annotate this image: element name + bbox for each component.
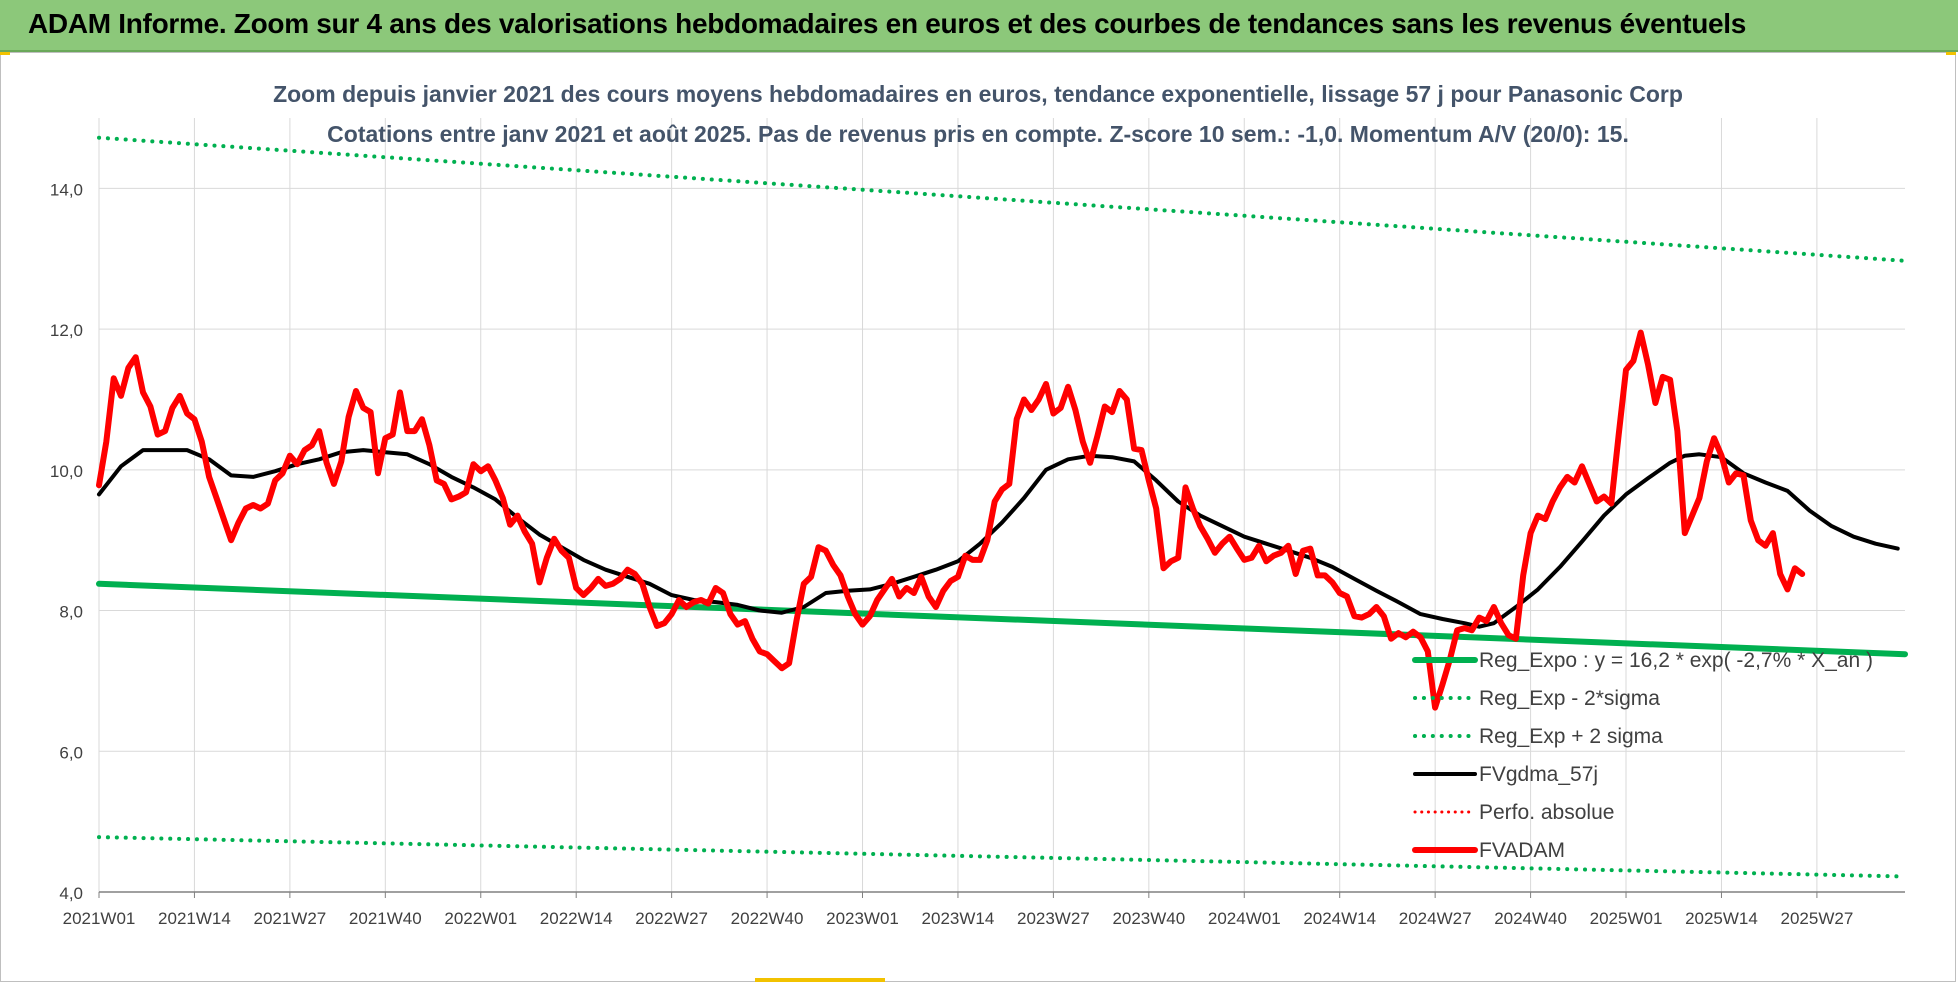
title-layer: Zoom depuis janvier 2021 des cours moyen… xyxy=(273,81,1683,147)
y-tick-label: 8,0 xyxy=(59,603,83,622)
legend-label: FVADAM xyxy=(1479,839,1565,862)
x-tick-label: 2025W27 xyxy=(1781,909,1854,928)
chart-subtitle: Cotations entre janv 2021 et août 2025. … xyxy=(327,121,1629,147)
series-line-reg-exp-2-sigma xyxy=(97,135,1907,263)
x-tick-label: 2025W14 xyxy=(1685,909,1758,928)
x-tick-label: 2023W27 xyxy=(1017,909,1090,928)
series-line-fvadam xyxy=(96,329,1806,711)
x-tick-label: 2022W01 xyxy=(444,909,517,928)
axis-layer: 4,0 6,0 8,0 10,0 12,0 14,0 2021W01 2021W14 2021W… xyxy=(50,180,1905,928)
frame-bottom-marker xyxy=(755,978,885,982)
frame-corner-right xyxy=(1946,52,1956,55)
frame-corner-left xyxy=(0,52,10,55)
x-tick-label: 2024W14 xyxy=(1303,909,1376,928)
x-tick-label: 2023W14 xyxy=(922,909,995,928)
y-tick-label: 10,0 xyxy=(50,462,83,481)
y-tick-label: 12,0 xyxy=(50,321,83,340)
x-tick-label: 2024W40 xyxy=(1494,909,1567,928)
series-line-reg-exp-2-sigma xyxy=(97,835,1907,879)
x-tick-label: 2022W14 xyxy=(540,909,613,928)
chart-title: Zoom depuis janvier 2021 des cours moyen… xyxy=(273,81,1683,107)
x-tick-label: 2024W01 xyxy=(1208,909,1281,928)
y-tick-label: 4,0 xyxy=(59,884,83,903)
x-tick-label: 2023W40 xyxy=(1112,909,1185,928)
x-tick-label: 2021W40 xyxy=(349,909,422,928)
series-line-reg-expo-y-16-2-exp-2-7-x-an xyxy=(96,580,1908,658)
y-tick-label: 14,0 xyxy=(50,180,83,199)
series-line-fvgdma-57j xyxy=(97,448,1900,629)
x-tick-label: 2024W27 xyxy=(1399,909,1472,928)
legend-layer: Reg_Expo : y = 16,2 * exp( -2,7% * X_an … xyxy=(1412,649,1873,862)
x-tick-label: 2025W01 xyxy=(1590,909,1663,928)
report-banner: ADAM Informe. Zoom sur 4 ans des valoris… xyxy=(0,0,1958,52)
legend-label: Reg_Exp + 2 sigma xyxy=(1479,725,1663,748)
x-tick-label: 2023W01 xyxy=(826,909,899,928)
x-tick-label: 2021W27 xyxy=(253,909,326,928)
x-tick-label: 2022W40 xyxy=(731,909,804,928)
report-title: ADAM Informe. Zoom sur 4 ans des valoris… xyxy=(28,8,1747,39)
chart-frame xyxy=(0,52,1956,982)
x-tick-label: 2021W14 xyxy=(158,909,231,928)
legend-label: FVgdma_57j xyxy=(1479,763,1598,786)
grid-layer xyxy=(98,118,1905,893)
legend-label: Perfo. absolue xyxy=(1479,801,1614,824)
x-tick-label: 2022W27 xyxy=(635,909,708,928)
x-tick-label: 2021W01 xyxy=(63,909,136,928)
legend-label: Reg_Exp - 2*sigma xyxy=(1479,687,1660,710)
series-layer xyxy=(96,135,1908,879)
legend-label: Reg_Expo : y = 16,2 * exp( -2,7% * X_an … xyxy=(1479,649,1873,672)
y-tick-label: 6,0 xyxy=(59,743,83,762)
